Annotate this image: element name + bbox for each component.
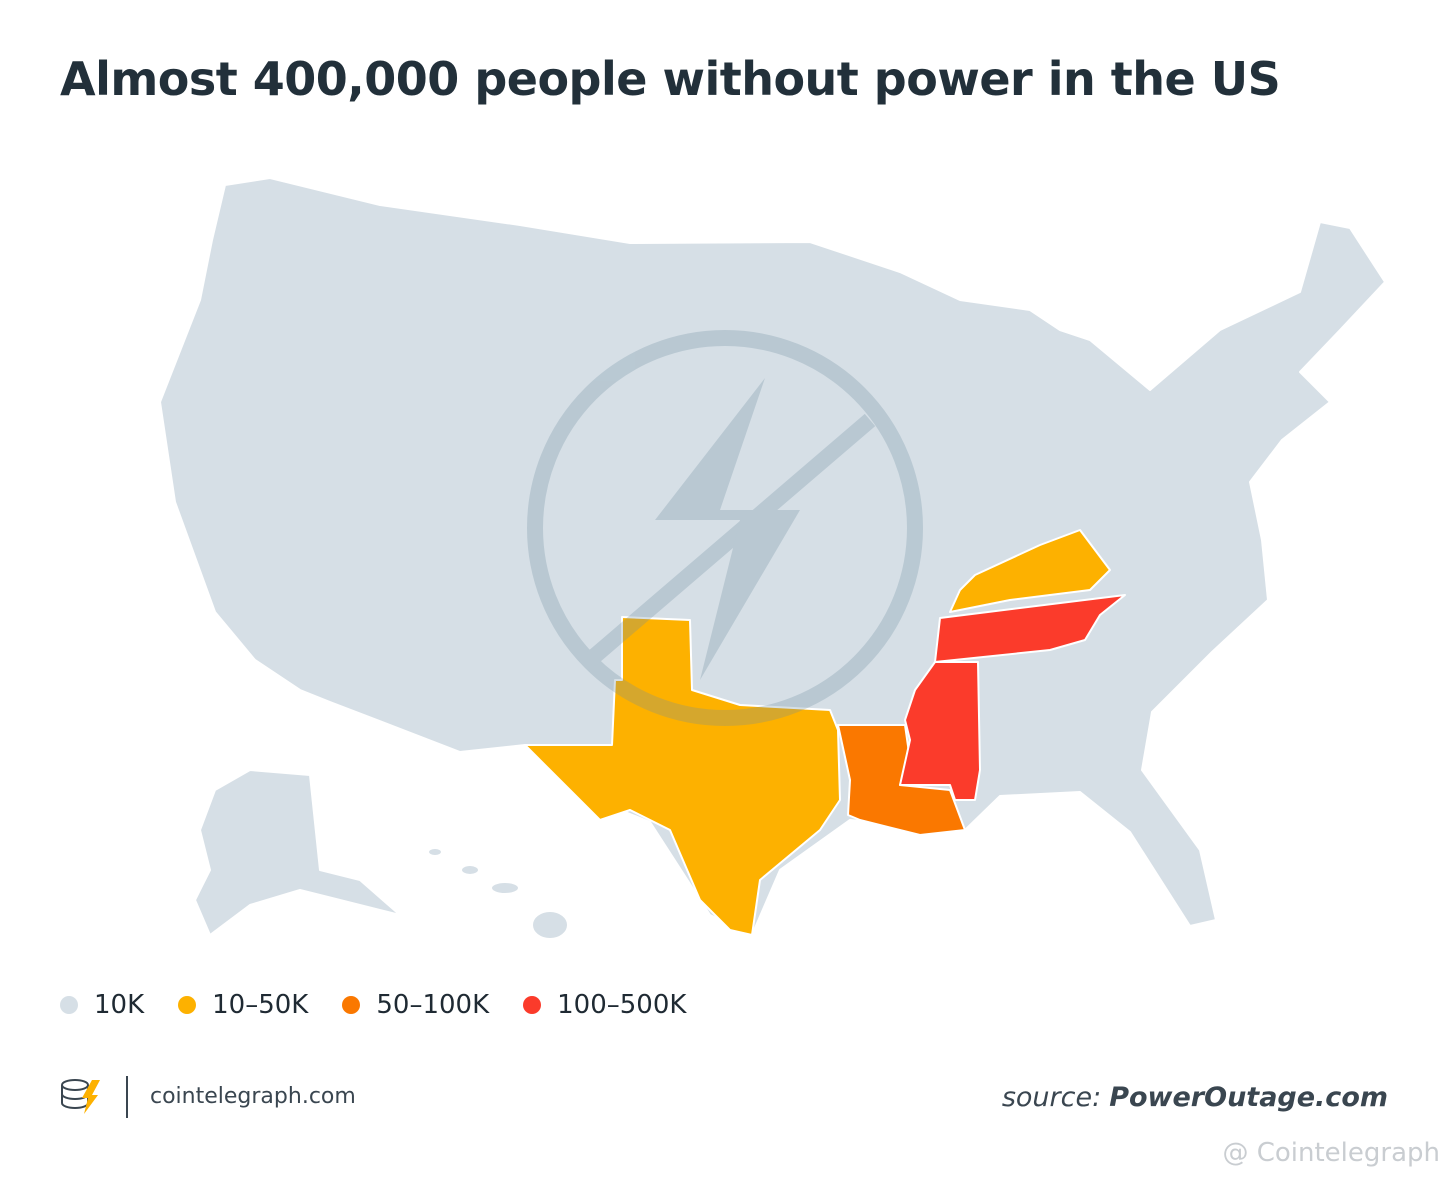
logo <box>61 1079 100 1114</box>
title: Almost 400,000 people without power in t… <box>60 52 1281 106</box>
source-name: PowerOutage.com <box>1109 1082 1388 1113</box>
kentucky <box>949 529 1111 613</box>
legend-label: 10K <box>94 990 145 1020</box>
divider <box>126 1076 128 1118</box>
legend-label: 50–100K <box>376 990 490 1020</box>
mississippi <box>899 661 981 801</box>
legend-dot <box>60 996 78 1014</box>
legend-dot <box>342 996 361 1014</box>
hawaii <box>531 910 569 940</box>
legend: 10K 10–50K 50–100K 100–500K <box>60 990 686 1020</box>
legend-dot <box>523 996 542 1014</box>
watermark: @ Cointelegraph <box>1222 1138 1440 1168</box>
legend-item: 50–100K <box>342 990 489 1020</box>
legend-item: 10–50K <box>178 990 308 1020</box>
legend-label: 100–500K <box>557 990 687 1020</box>
texas <box>524 616 841 936</box>
legend-label: 10–50K <box>212 990 309 1020</box>
alaska <box>194 769 401 936</box>
us-map <box>159 177 1386 936</box>
tennessee <box>934 594 1126 663</box>
legend-item: 10K <box>60 990 144 1020</box>
source: source: PowerOutage.com <box>1002 1082 1388 1113</box>
legend-item: 100–500K <box>523 990 686 1020</box>
site: cointelegraph.com <box>150 1084 356 1109</box>
map-watermark <box>527 330 923 726</box>
source-prefix: source: <box>1001 1082 1102 1113</box>
hawaii <box>460 864 480 876</box>
hawaii <box>427 847 443 857</box>
legend-dot <box>178 996 197 1014</box>
hawaii <box>490 881 520 895</box>
